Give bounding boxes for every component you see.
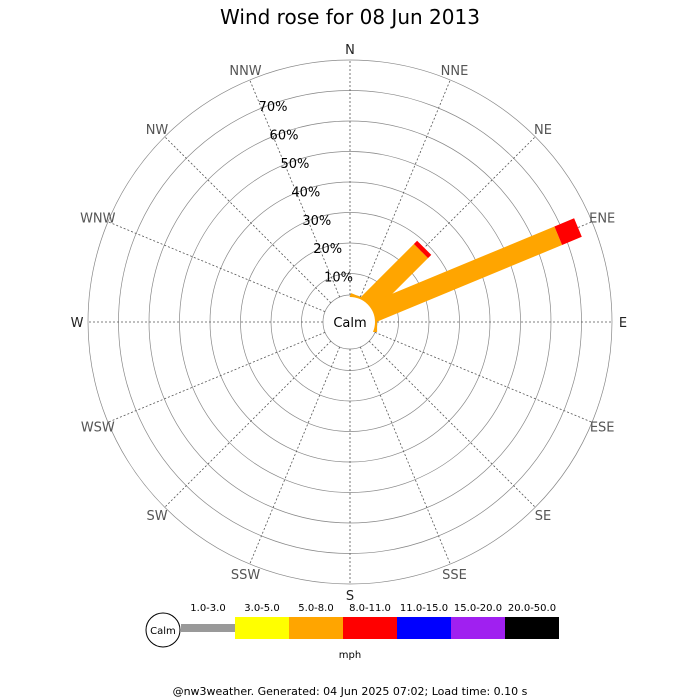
ring-labels: 10% 20% 30% 40% 50% 60% 70%	[259, 100, 354, 286]
legend-unit-label: mph	[339, 650, 361, 661]
legend-swatch-3.0-5.0	[235, 617, 289, 639]
direction-label-sse: SSE	[442, 568, 467, 583]
direction-label-w: W	[71, 316, 84, 331]
legend-swatch-11.0-15.0	[397, 617, 451, 639]
bar-ne-8.0-11.0	[413, 240, 432, 259]
ring-label-20: 20%	[313, 242, 342, 257]
legend-range-label: 20.0-50.0	[508, 603, 556, 614]
legend-swatch-1.0-3.0	[181, 624, 235, 632]
spoke-ne	[368, 136, 536, 304]
grid-ring	[240, 212, 460, 432]
spoke-ese	[374, 331, 593, 423]
bar-ne-5.0-8.0	[355, 244, 428, 317]
spoke-sw	[164, 340, 332, 508]
legend-calm-circle	[145, 612, 181, 648]
direction-label-wnw: WNW	[80, 212, 116, 227]
direction-label-ese: ESE	[590, 421, 615, 436]
direction-labels: N NNE NE ENE E ESE SE SSE S SSW SW WSW W WNW NW NNW	[71, 43, 628, 604]
legend-range-label: 1.0-3.0	[190, 603, 225, 614]
direction-label-ene: ENE	[589, 212, 615, 227]
legend: Calm 1.0-3.0 3.0-5.0 5.0-8.0 8.0-11.0 11.0-1…	[145, 603, 559, 648]
legend-range-label: 3.0-5.0	[244, 603, 279, 614]
bar-ene-5.0-8.0	[362, 226, 563, 325]
spoke-wsw	[107, 331, 326, 423]
ring-label-40: 40%	[291, 185, 320, 200]
ring-label-70: 70%	[259, 100, 288, 115]
spoke-nw	[164, 136, 332, 304]
calm-label: Calm	[333, 316, 366, 331]
ring-label-60: 60%	[270, 128, 299, 143]
direction-label-e: E	[619, 316, 627, 331]
spoke-sse	[359, 346, 451, 565]
direction-label-ne: NE	[534, 123, 552, 138]
bar-ene-8.0-11.0	[554, 218, 582, 245]
spoke-wnw	[107, 221, 326, 313]
direction-label-nw: NW	[146, 123, 169, 138]
grid-ring	[87, 59, 613, 585]
spoke-ssw	[249, 346, 341, 565]
legend-range-label: 5.0-8.0	[298, 603, 333, 614]
legend-swatch-20.0-50.0	[505, 617, 559, 639]
chart-title: Wind rose for 08 Jun 2013	[220, 5, 480, 29]
direction-label-n: N	[345, 43, 355, 58]
direction-label-s: S	[346, 589, 354, 604]
legend-range-label: 8.0-11.0	[349, 603, 391, 614]
ring-label-30: 30%	[302, 214, 331, 229]
ring-label-50: 50%	[280, 157, 309, 172]
legend-range-label: 11.0-15.0	[400, 603, 448, 614]
spoke-se	[368, 340, 536, 508]
footer-text: @nw3weather. Generated: 04 Jun 2025 07:0…	[173, 685, 528, 698]
direction-label-wsw: WSW	[81, 421, 115, 436]
grid-ring	[179, 151, 521, 493]
direction-label-sw: SW	[146, 509, 167, 524]
calm-circle: Calm	[325, 297, 375, 347]
direction-label-nne: NNE	[441, 64, 469, 79]
direction-label-nnw: NNW	[229, 64, 261, 79]
legend-range-label: 15.0-20.0	[454, 603, 502, 614]
legend-swatch-8.0-11.0	[343, 617, 397, 639]
legend-swatch-5.0-8.0	[289, 617, 343, 639]
direction-label-se: SE	[535, 509, 551, 524]
wind-bars	[340, 218, 582, 332]
ring-label-10: 10%	[324, 271, 353, 286]
legend-calm-label: Calm	[150, 626, 176, 637]
spoke-nne	[359, 79, 451, 298]
legend-swatch-15.0-20.0	[451, 617, 505, 639]
spoke-nnw	[249, 79, 341, 298]
direction-label-ssw: SSW	[231, 568, 261, 583]
